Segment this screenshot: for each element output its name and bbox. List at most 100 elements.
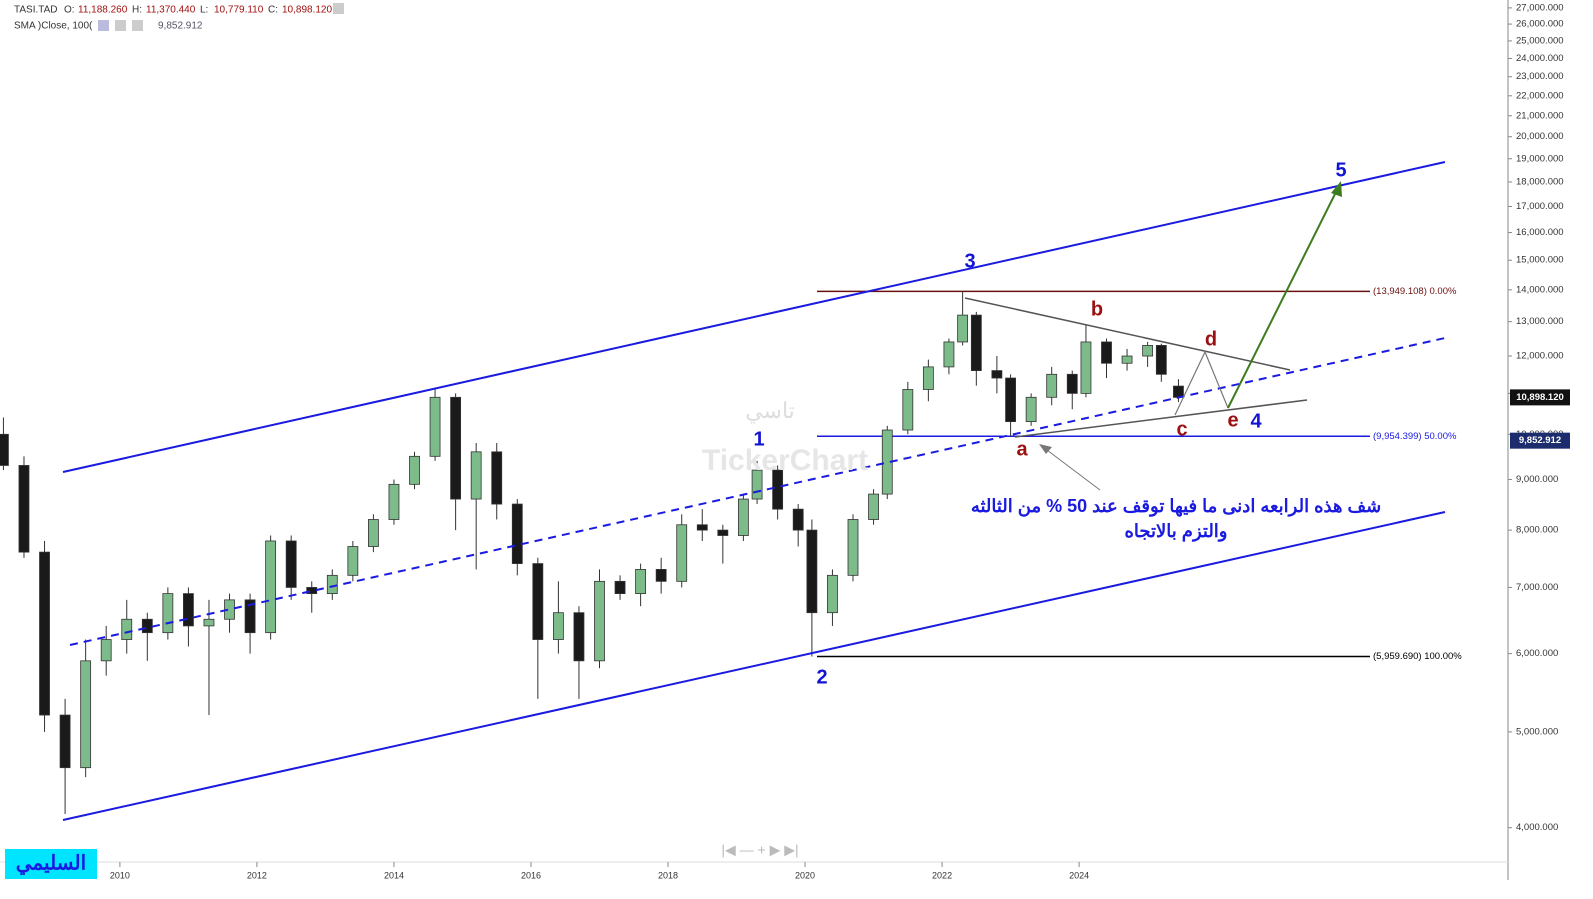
candle-body <box>1025 396 1037 423</box>
ohlc-key: O: <box>64 5 75 16</box>
candle-body <box>594 580 605 662</box>
candle-body <box>39 551 50 716</box>
x-tick-label: 2012 <box>247 870 267 880</box>
wave-label: 5 <box>1335 159 1346 181</box>
x-tick-label: 2020 <box>795 870 815 880</box>
y-tick-label: 9,000.000 <box>1516 474 1558 485</box>
candle-body <box>183 593 194 627</box>
candle-body <box>635 569 647 595</box>
candle-body <box>326 574 338 595</box>
candle-body <box>1121 355 1133 364</box>
triangle-lower <box>1014 399 1308 438</box>
x-tick-label: 2016 <box>521 870 541 880</box>
y-tick-label: 7,000.000 <box>1516 582 1558 593</box>
header-button[interactable] <box>333 3 344 14</box>
y-tick-label: 27,000.000 <box>1516 2 1564 13</box>
candle-body <box>717 529 729 536</box>
candle-body <box>388 483 400 520</box>
price-tag-label: 9,852.912 <box>1519 435 1561 446</box>
arrow-head <box>1331 181 1342 197</box>
candle-body <box>285 540 297 588</box>
candle-body <box>80 660 92 769</box>
candle-body <box>696 524 708 531</box>
fib-label: (9,954.399) 50.00% <box>1373 431 1457 442</box>
price-tag-label: 10,898.120 <box>1516 392 1564 403</box>
subwave-label: d <box>1205 328 1217 350</box>
candle-body <box>552 612 564 640</box>
candle-body <box>970 314 982 371</box>
candle-body <box>1046 373 1058 398</box>
projection-zigzag <box>1174 350 1229 416</box>
candle-body <box>0 433 9 466</box>
candle-body <box>141 618 153 634</box>
candle-body <box>991 370 1003 379</box>
ohlc-key: L: <box>200 5 208 16</box>
candle-body <box>347 546 359 576</box>
comment: والتزم بالاتجاه <box>1125 521 1228 542</box>
y-tick-label: 23,000.000 <box>1516 71 1564 82</box>
candle-body <box>772 469 784 510</box>
candle-body <box>847 519 859 576</box>
y-tick-label: 20,000.000 <box>1516 131 1564 142</box>
candle-body <box>922 366 934 390</box>
y-tick-label: 8,000.000 <box>1516 525 1558 536</box>
candle-body <box>943 341 955 368</box>
x-tick-label: 2010 <box>110 870 130 880</box>
ohlc-key: H: <box>132 5 142 16</box>
candle-body <box>450 396 462 500</box>
arrow-head <box>1039 444 1052 454</box>
symbol: TASI.TAD <box>14 5 58 16</box>
y-tick-label: 6,000.000 <box>1516 648 1558 659</box>
subwave-label: c <box>1176 418 1187 440</box>
y-tick-label: 15,000.000 <box>1516 255 1564 266</box>
candle-body <box>1005 377 1016 423</box>
candle-body <box>265 540 277 634</box>
channel-mid <box>69 337 1446 646</box>
x-tick-label: 2024 <box>1069 870 1089 880</box>
wave-label: 4 <box>1250 410 1262 432</box>
candle-body <box>511 503 523 564</box>
y-tick-label: 12,000.000 <box>1516 351 1564 362</box>
author: السليمي <box>16 852 86 875</box>
y-tick-label: 17,000.000 <box>1516 201 1564 212</box>
subwave-label: a <box>1016 438 1028 460</box>
y-tick-label: 18,000.000 <box>1516 176 1564 187</box>
candle-body <box>806 529 818 614</box>
ohlc-value: 11,370.440 <box>146 5 196 16</box>
candle-body <box>470 451 482 500</box>
y-tick-label: 26,000.000 <box>1516 19 1564 30</box>
candle-body <box>203 618 215 627</box>
triangle-upper <box>964 297 1291 371</box>
x-tick-label: 2014 <box>384 870 404 880</box>
wave-label: 3 <box>964 250 975 272</box>
candle-body <box>1155 345 1167 375</box>
indicator-button[interactable] <box>132 20 143 31</box>
candle-body <box>368 519 379 547</box>
subwave-label: e <box>1227 409 1238 431</box>
candle-body <box>59 714 71 769</box>
candle-body <box>409 455 420 485</box>
indicator-name: SMA )Close, 100( <box>14 21 93 32</box>
candle-body <box>1142 345 1154 357</box>
projection-arrow <box>1227 187 1339 409</box>
y-tick-label: 22,000.000 <box>1516 90 1564 101</box>
candle-body <box>429 396 441 457</box>
candle-body <box>751 469 763 500</box>
candle-body <box>676 524 688 582</box>
pointer-arrow <box>1042 446 1101 491</box>
candle-body <box>957 314 969 343</box>
nav-controls[interactable]: |◀ — + ▶ ▶| <box>721 842 798 858</box>
wave-label: 2 <box>816 666 827 688</box>
candle-body <box>655 569 667 582</box>
indicator-value: 9,852.912 <box>158 21 203 32</box>
indicator-button[interactable] <box>98 20 109 31</box>
candle-body <box>100 639 112 662</box>
wave-label: 1 <box>753 428 764 450</box>
candle-body <box>614 580 626 595</box>
y-tick-label: 19,000.000 <box>1516 153 1564 164</box>
indicator-button[interactable] <box>115 20 126 31</box>
candle-body <box>18 465 30 553</box>
candle-body <box>1080 341 1092 394</box>
fib-label: (5,959.690) 100.00% <box>1373 651 1462 662</box>
